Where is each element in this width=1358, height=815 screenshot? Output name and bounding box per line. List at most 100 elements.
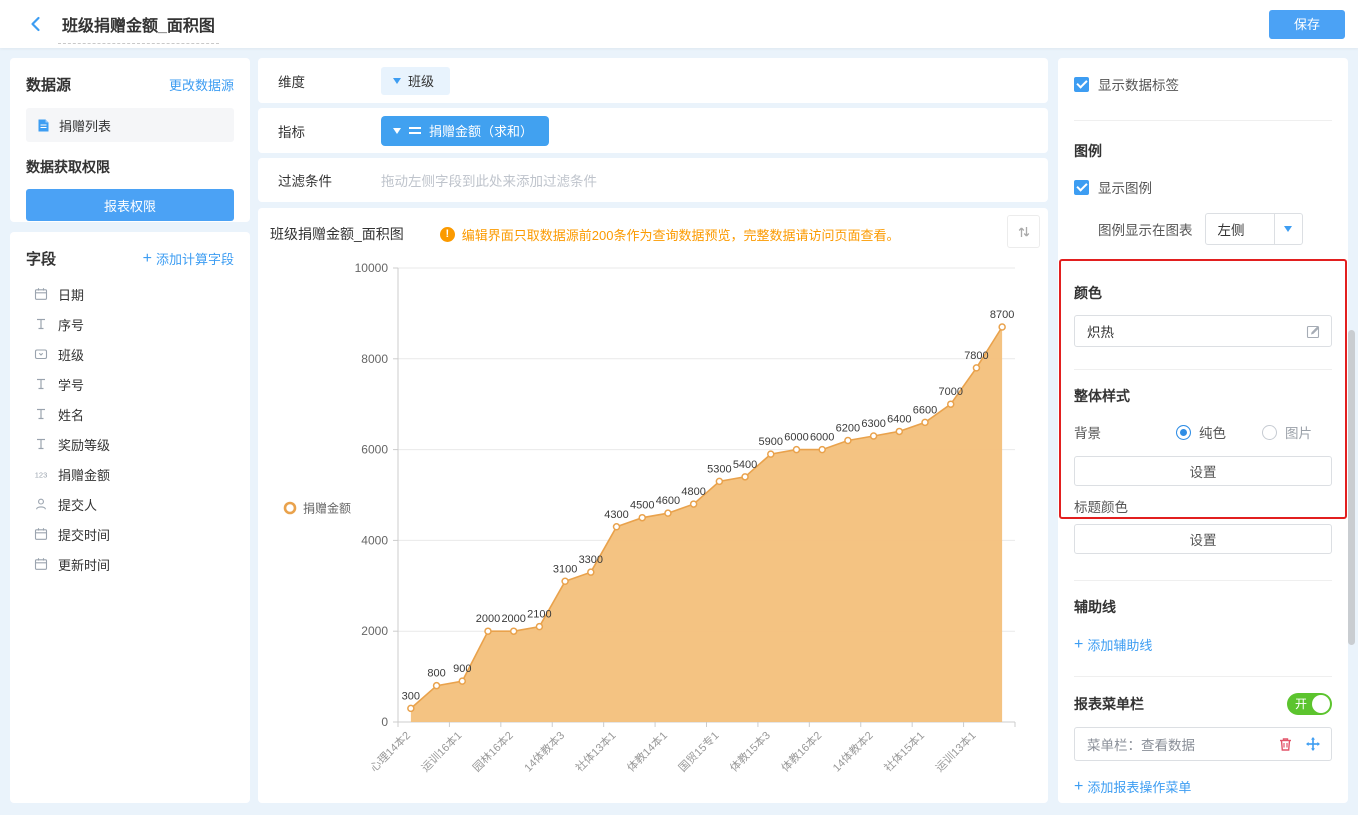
field-list: 日期序号班级学号姓名奖励等级123捐赠金额提交人提交时间更新时间 — [26, 279, 234, 579]
dimension-tag[interactable]: 班级 — [381, 67, 450, 95]
x-axis-label: 社体13本1 — [572, 728, 618, 774]
data-point[interactable] — [562, 578, 568, 584]
data-point[interactable] — [665, 510, 671, 516]
field-item[interactable]: 日期 — [26, 279, 234, 309]
change-datasource-link[interactable]: 更改数据源 — [169, 75, 234, 94]
legend-marker-icon[interactable] — [285, 503, 295, 513]
data-point[interactable] — [536, 624, 542, 630]
style-panel: 显示数据标签 图例 显示图例 图例显示在图表 左侧 颜色 炽热 整体样式 背景 — [1058, 58, 1348, 803]
filter-row[interactable]: 过滤条件 拖动左侧字段到此处来添加过滤条件 — [258, 158, 1048, 202]
data-point[interactable] — [948, 401, 954, 407]
data-label: 300 — [402, 690, 420, 702]
data-point[interactable] — [408, 705, 414, 711]
data-point[interactable] — [793, 447, 799, 453]
data-point[interactable] — [973, 365, 979, 371]
data-label: 4600 — [656, 495, 680, 507]
data-point[interactable] — [691, 501, 697, 507]
x-axis-label: 社体15本1 — [881, 728, 927, 774]
data-point[interactable] — [819, 447, 825, 453]
data-point[interactable] — [716, 478, 722, 484]
add-guide-line-link[interactable]: +添加辅助线 — [1074, 635, 1152, 654]
data-point[interactable] — [896, 428, 902, 434]
fields-title: 字段 — [26, 248, 56, 269]
field-item[interactable]: 更新时间 — [26, 549, 234, 579]
data-label: 3100 — [553, 563, 577, 575]
metric-tag[interactable]: 捐赠金额（求和） — [381, 116, 549, 146]
add-report-menu-link[interactable]: +添加报表操作菜单 — [1074, 777, 1191, 796]
datasource-item[interactable]: 捐赠列表 — [26, 108, 234, 142]
calendar-icon — [33, 287, 49, 301]
save-button[interactable]: 保存 — [1269, 10, 1345, 39]
sort-button[interactable] — [1007, 215, 1040, 248]
bg-image-radio[interactable]: 图片 — [1262, 422, 1312, 442]
data-label: 5300 — [707, 463, 731, 475]
checkbox-checked-icon[interactable] — [1074, 180, 1089, 195]
page-title[interactable]: 班级捐赠金额_面积图 — [58, 12, 219, 44]
field-item[interactable]: 提交人 — [26, 489, 234, 519]
data-point[interactable] — [742, 474, 748, 480]
data-point[interactable] — [485, 628, 491, 634]
data-point[interactable] — [999, 324, 1005, 330]
data-label: 3300 — [579, 554, 603, 566]
background-set-button[interactable]: 设置 — [1074, 456, 1332, 486]
field-item[interactable]: 学号 — [26, 369, 234, 399]
x-axis-label: 体教16本2 — [778, 728, 824, 774]
datasource-name: 捐赠列表 — [59, 116, 111, 135]
report-menu-title: 报表菜单栏 — [1074, 694, 1144, 714]
data-point[interactable] — [614, 524, 620, 530]
checkbox-checked-icon[interactable] — [1074, 77, 1089, 92]
menu-item-row[interactable]: 菜单栏：查看数据 — [1074, 727, 1332, 761]
field-item[interactable]: 姓名 — [26, 399, 234, 429]
chevron-down-icon — [1284, 226, 1292, 232]
legend-label[interactable]: 捐赠金额 — [303, 501, 351, 516]
radio-unselected-icon[interactable] — [1262, 425, 1277, 440]
legend-position-row: 图例显示在图表 左侧 — [1074, 213, 1332, 245]
data-point[interactable] — [588, 569, 594, 575]
edit-icon[interactable] — [1306, 324, 1321, 339]
color-theme-input[interactable]: 炽热 — [1074, 315, 1332, 347]
data-point[interactable] — [434, 683, 440, 689]
x-axis-label: 体教15本3 — [727, 728, 773, 774]
add-calc-field-link[interactable]: +添加计算字段 — [143, 249, 234, 268]
title-color-set-button[interactable]: 设置 — [1074, 524, 1332, 554]
data-label: 8700 — [990, 309, 1014, 321]
report-menu-toggle[interactable]: 开 — [1287, 693, 1332, 715]
data-point[interactable] — [459, 678, 465, 684]
field-label: 学号 — [58, 375, 84, 394]
field-label: 日期 — [58, 285, 84, 304]
plus-icon: + — [1074, 637, 1083, 653]
show-data-label-checkbox[interactable]: 显示数据标签 — [1074, 74, 1332, 94]
legend-position-label: 图例显示在图表 — [1098, 219, 1193, 239]
back-icon[interactable] — [26, 14, 46, 34]
data-point[interactable] — [511, 628, 517, 634]
y-axis-tick-label: 4000 — [361, 533, 388, 547]
data-point[interactable] — [639, 515, 645, 521]
metric-label: 指标 — [278, 121, 381, 141]
datasource-title: 数据源 — [26, 74, 71, 95]
field-item[interactable]: 班级 — [26, 339, 234, 369]
legend-position-select[interactable]: 左侧 — [1205, 213, 1303, 245]
show-legend-checkbox[interactable]: 显示图例 — [1074, 177, 1332, 197]
title-color-label: 标题颜色 — [1074, 496, 1332, 516]
scrollbar[interactable] — [1348, 330, 1355, 645]
y-axis-tick-label: 2000 — [361, 624, 388, 638]
field-item[interactable]: 提交时间 — [26, 519, 234, 549]
field-item[interactable]: 序号 — [26, 309, 234, 339]
field-item[interactable]: 奖励等级 — [26, 429, 234, 459]
field-item[interactable]: 123捐赠金额 — [26, 459, 234, 489]
data-label: 4300 — [604, 509, 628, 521]
move-icon[interactable] — [1305, 736, 1321, 752]
data-label: 6600 — [913, 404, 937, 416]
data-label: 6400 — [887, 413, 911, 425]
data-point[interactable] — [845, 438, 851, 444]
report-permission-button[interactable]: 报表权限 — [26, 189, 234, 221]
data-point[interactable] — [768, 451, 774, 457]
field-label: 姓名 — [58, 405, 84, 424]
guide-line-title: 辅助线 — [1074, 597, 1332, 617]
data-point[interactable] — [871, 433, 877, 439]
radio-selected-icon[interactable] — [1176, 425, 1191, 440]
delete-icon[interactable] — [1278, 737, 1293, 752]
bg-solid-radio[interactable]: 纯色 — [1176, 422, 1226, 442]
text-icon — [33, 437, 49, 451]
data-point[interactable] — [922, 419, 928, 425]
